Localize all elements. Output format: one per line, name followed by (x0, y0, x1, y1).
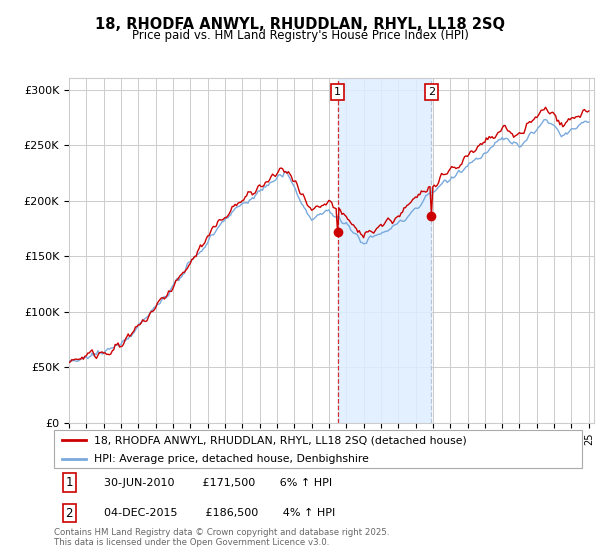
Text: Price paid vs. HM Land Registry's House Price Index (HPI): Price paid vs. HM Land Registry's House … (131, 29, 469, 43)
Text: 04-DEC-2015        £186,500       4% ↑ HPI: 04-DEC-2015 £186,500 4% ↑ HPI (104, 508, 335, 518)
Text: 2: 2 (65, 507, 73, 520)
Text: 1: 1 (65, 476, 73, 489)
Bar (338, 78, 431, 423)
Text: 30-JUN-2010        £171,500       6% ↑ HPI: 30-JUN-2010 £171,500 6% ↑ HPI (104, 478, 332, 488)
Text: 2: 2 (428, 87, 435, 97)
Text: HPI: Average price, detached house, Denbighshire: HPI: Average price, detached house, Denb… (94, 454, 368, 464)
Text: 18, RHODFA ANWYL, RHUDDLAN, RHYL, LL18 2SQ (detached house): 18, RHODFA ANWYL, RHUDDLAN, RHYL, LL18 2… (94, 435, 466, 445)
Text: 18, RHODFA ANWYL, RHUDDLAN, RHYL, LL18 2SQ: 18, RHODFA ANWYL, RHUDDLAN, RHYL, LL18 2… (95, 17, 505, 32)
Text: 1: 1 (334, 87, 341, 97)
Text: Contains HM Land Registry data © Crown copyright and database right 2025.
This d: Contains HM Land Registry data © Crown c… (54, 528, 389, 547)
